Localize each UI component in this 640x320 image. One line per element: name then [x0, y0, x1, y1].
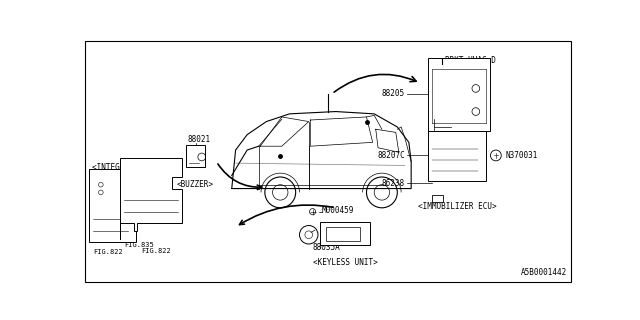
Text: FIG.835: FIG.835	[124, 243, 154, 248]
Bar	[90, 169, 136, 243]
Bar	[320, 222, 371, 245]
Text: <IMMOBILIZER ECU>: <IMMOBILIZER ECU>	[418, 203, 497, 212]
Text: FIG.822: FIG.822	[93, 249, 123, 255]
Bar	[326, 227, 360, 241]
Text: N370031: N370031	[505, 151, 538, 160]
FancyArrowPatch shape	[218, 164, 262, 189]
Bar	[432, 195, 443, 203]
Text: BRKT HVAC D: BRKT HVAC D	[445, 56, 496, 65]
Text: <BUZZER>: <BUZZER>	[177, 180, 214, 189]
Text: <INTEGRATED UNIT>: <INTEGRATED UNIT>	[92, 163, 171, 172]
FancyArrowPatch shape	[334, 74, 416, 92]
Polygon shape	[120, 158, 182, 239]
Text: <KEYLESS UNIT>: <KEYLESS UNIT>	[312, 258, 378, 267]
Bar	[428, 58, 490, 131]
Bar	[428, 131, 486, 181]
Text: A5B0001442: A5B0001442	[520, 268, 566, 277]
Text: 88207C: 88207C	[377, 151, 405, 160]
Text: 88035A: 88035A	[312, 243, 340, 252]
Bar	[186, 145, 205, 167]
Text: 88021: 88021	[188, 135, 211, 144]
FancyArrowPatch shape	[239, 205, 333, 225]
Text: M000459: M000459	[322, 206, 354, 215]
Text: 88205: 88205	[382, 89, 405, 98]
Text: 86238: 86238	[382, 179, 405, 188]
Text: FIG.822: FIG.822	[141, 248, 172, 254]
